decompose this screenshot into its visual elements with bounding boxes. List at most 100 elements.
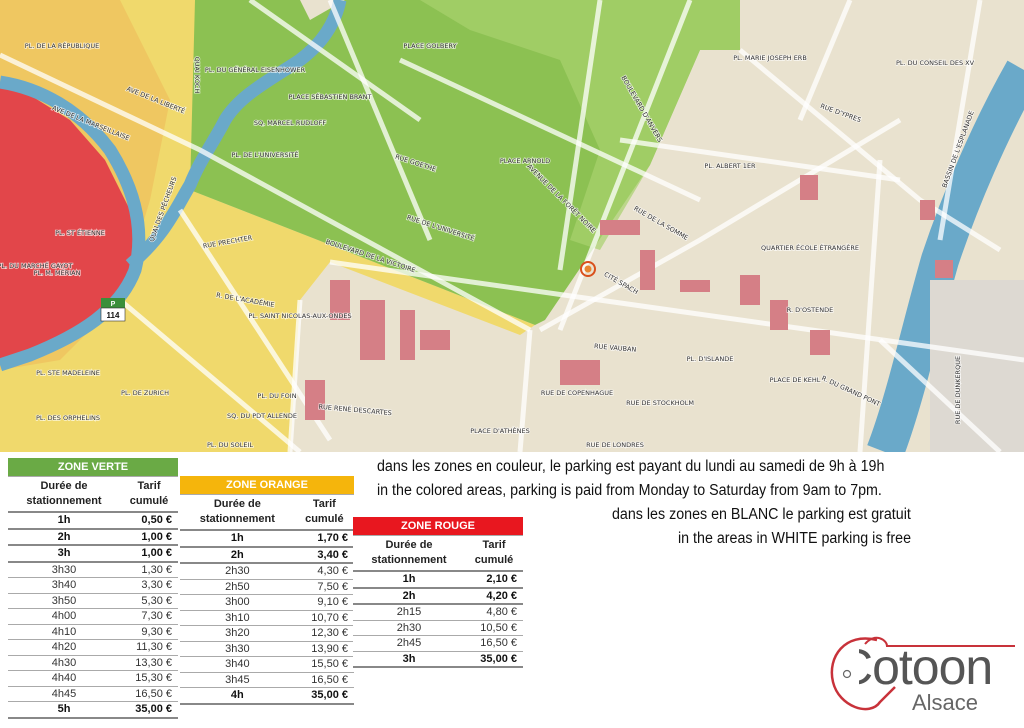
road bbox=[538, 117, 902, 333]
price-cell: 12,30 € bbox=[294, 625, 354, 642]
street-label: PL. M. MÉRIAN bbox=[34, 268, 81, 277]
price-cell: 13,30 € bbox=[120, 655, 178, 671]
table-row: 3h 1,00 € bbox=[8, 545, 178, 563]
duration-cell: 1h bbox=[180, 530, 295, 548]
location-target-icon[interactable] bbox=[580, 261, 596, 277]
price-cell: 0,50 € bbox=[120, 512, 178, 530]
price-cell: 13,90 € bbox=[294, 641, 354, 657]
table-row: 1h 1,70 € bbox=[180, 530, 354, 548]
table-row: 3h10 10,70 € bbox=[180, 610, 354, 626]
street-label: R. D'OSTENDE bbox=[787, 306, 834, 314]
logo-name: Cotoon bbox=[837, 639, 993, 695]
street-label: SQ. DU PDT ALLENDE bbox=[227, 412, 297, 420]
duration-cell: 3h40 bbox=[8, 577, 121, 594]
building bbox=[810, 330, 830, 355]
cotoon-alsace-logo: Cotoon Alsace bbox=[825, 632, 1015, 722]
table-row: 3h30 1,30 € bbox=[8, 561, 178, 578]
street-label: PL. ALBERT 1ER bbox=[704, 162, 756, 170]
duration-header: Durée de stationnement bbox=[180, 494, 295, 531]
duration-cell: 3h40 bbox=[180, 656, 295, 673]
road bbox=[248, 0, 422, 123]
table-row: 5h 35,00 € bbox=[8, 701, 178, 719]
duration-cell: 3h00 bbox=[180, 594, 295, 611]
duration-cell: 4h40 bbox=[8, 670, 121, 687]
price-cell: 1,30 € bbox=[120, 561, 178, 578]
price-cell: 2,10 € bbox=[465, 571, 523, 589]
duration-cell: 3h50 bbox=[8, 593, 121, 609]
table-row: 1h 2,10 € bbox=[353, 571, 523, 589]
price-cell: 35,00 € bbox=[465, 651, 523, 668]
parking-badge[interactable]: P 114 bbox=[100, 298, 126, 322]
street-label: SQ. MARCEL RUDLOFF bbox=[254, 119, 326, 127]
table-row: 4h40 15,30 € bbox=[8, 670, 178, 687]
street-label: PL. DU SOLEIL bbox=[207, 441, 253, 449]
river-ill bbox=[0, 0, 347, 372]
duration-cell: 4h00 bbox=[8, 608, 121, 625]
table-row: 3h40 15,50 € bbox=[180, 656, 354, 673]
road bbox=[118, 298, 302, 452]
table-row: 2h50 7,50 € bbox=[180, 579, 354, 595]
table-row: 2h30 10,50 € bbox=[353, 620, 523, 636]
table-row: 4h30 13,30 € bbox=[8, 655, 178, 671]
street-label: RUE DE DUNKERQUE bbox=[954, 356, 962, 424]
street-label: PL. DE L'UNIVERSITÉ bbox=[232, 150, 299, 159]
price-cell: 7,30 € bbox=[120, 608, 178, 625]
building bbox=[920, 200, 935, 220]
road bbox=[329, 259, 1024, 363]
road bbox=[937, 0, 983, 241]
table-row: 2h 3,40 € bbox=[180, 546, 354, 564]
price-cell: 15,30 € bbox=[120, 670, 178, 687]
price-cell: 10,70 € bbox=[294, 610, 354, 626]
price-cell: 1,00 € bbox=[120, 528, 178, 546]
duration-cell: 3h bbox=[8, 545, 121, 563]
building bbox=[770, 300, 788, 330]
table-row: 4h 35,00 € bbox=[180, 687, 354, 705]
road bbox=[0, 52, 532, 333]
duration-cell: 2h bbox=[180, 546, 295, 564]
duration-cell: 2h30 bbox=[180, 563, 295, 580]
building bbox=[560, 360, 600, 385]
street-label: PL. DE ZURICH bbox=[121, 389, 169, 397]
red-zone bbox=[0, 85, 138, 360]
price-header: Tarif cumulé bbox=[120, 476, 178, 513]
price-cell: 4,30 € bbox=[294, 563, 354, 580]
price-header: Tarif cumulé bbox=[294, 494, 354, 531]
price-cell: 4,80 € bbox=[465, 604, 523, 621]
road bbox=[327, 0, 433, 241]
table-row: 2h30 4,30 € bbox=[180, 563, 354, 580]
street-label: RUE DE LONDRES bbox=[586, 441, 644, 449]
road bbox=[797, 0, 853, 121]
table-row: 1h 0,50 € bbox=[8, 512, 178, 530]
road bbox=[878, 338, 1002, 452]
table-row: 4h45 16,50 € bbox=[8, 686, 178, 702]
duration-cell: 4h30 bbox=[8, 655, 121, 671]
price-cell: 16,50 € bbox=[465, 635, 523, 652]
building bbox=[600, 220, 640, 235]
street-label: PLACE ARNOLD bbox=[500, 157, 550, 165]
price-cell: 4,20 € bbox=[465, 587, 523, 605]
road-network bbox=[0, 0, 1024, 452]
table-row: 2h 1,00 € bbox=[8, 528, 178, 546]
street-label: PL. ST ÉTIENNE bbox=[55, 228, 105, 237]
price-cell: 35,00 € bbox=[120, 701, 178, 719]
right-bank-area bbox=[930, 280, 1024, 452]
price-cell: 15,50 € bbox=[294, 656, 354, 673]
duration-cell: 2h bbox=[8, 528, 121, 546]
table-row: 4h00 7,30 € bbox=[8, 608, 178, 625]
price-cell: 1,70 € bbox=[294, 530, 354, 548]
duration-cell: 3h20 bbox=[180, 625, 295, 642]
building bbox=[330, 280, 350, 320]
table-row: 2h45 16,50 € bbox=[353, 635, 523, 652]
notice-fr-white: dans les zones en BLANC le parking est g… bbox=[612, 506, 911, 523]
duration-cell: 3h30 bbox=[8, 561, 121, 578]
duration-cell: 4h45 bbox=[8, 686, 121, 702]
table-row: 4h10 9,30 € bbox=[8, 624, 178, 640]
street-label: PL. STE MADELEINE bbox=[36, 369, 100, 377]
price-cell: 3,30 € bbox=[120, 577, 178, 594]
street-label: QUAI KOCH bbox=[193, 57, 201, 94]
duration-cell: 2h bbox=[353, 587, 466, 605]
duration-cell: 1h bbox=[8, 512, 121, 530]
building bbox=[640, 250, 655, 290]
duration-cell: 2h45 bbox=[353, 635, 466, 652]
